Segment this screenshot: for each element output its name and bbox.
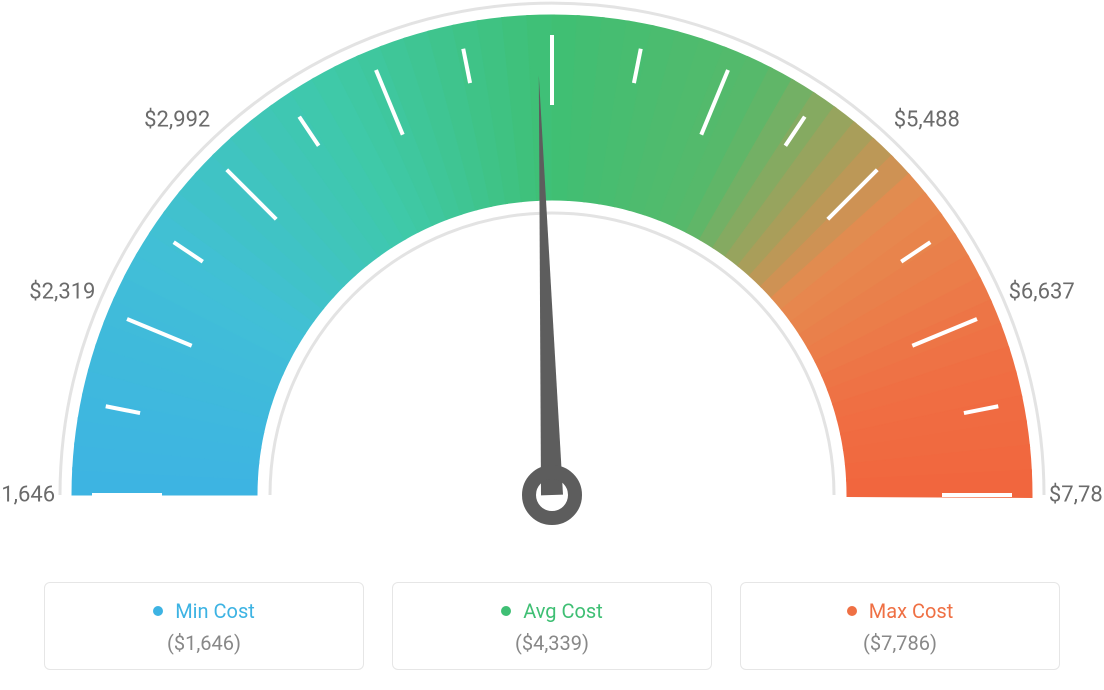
legend-title-max: Max Cost bbox=[847, 599, 954, 623]
legend-value-min: ($1,646) bbox=[65, 631, 343, 655]
dot-icon bbox=[501, 606, 511, 616]
legend-card-min: Min Cost ($1,646) bbox=[44, 582, 364, 670]
gauge-tick-label: $2,319 bbox=[29, 280, 95, 305]
legend-label: Max Cost bbox=[869, 599, 954, 623]
gauge-tick-label: $6,637 bbox=[1009, 280, 1075, 305]
gauge-tick-label: $5,488 bbox=[894, 108, 960, 133]
gauge-tick-label: $1,646 bbox=[0, 483, 55, 508]
legend-title-min: Min Cost bbox=[153, 599, 255, 623]
legend-card-max: Max Cost ($7,786) bbox=[740, 582, 1060, 670]
legend-row: Min Cost ($1,646) Avg Cost ($4,339) Max … bbox=[0, 582, 1104, 670]
dot-icon bbox=[153, 606, 163, 616]
gauge-tick-label: $2,992 bbox=[144, 108, 210, 133]
legend-label: Avg Cost bbox=[523, 599, 603, 623]
legend-value-max: ($7,786) bbox=[761, 631, 1039, 655]
legend-card-avg: Avg Cost ($4,339) bbox=[392, 582, 712, 670]
legend-label: Min Cost bbox=[175, 599, 255, 623]
gauge-tick-label: $7,786 bbox=[1049, 483, 1104, 508]
legend-title-avg: Avg Cost bbox=[501, 599, 603, 623]
gauge-chart: $1,646$2,319$2,992$4,339$5,488$6,637$7,7… bbox=[0, 0, 1104, 560]
gauge-svg bbox=[0, 0, 1104, 560]
dot-icon bbox=[847, 606, 857, 616]
legend-value-avg: ($4,339) bbox=[413, 631, 691, 655]
